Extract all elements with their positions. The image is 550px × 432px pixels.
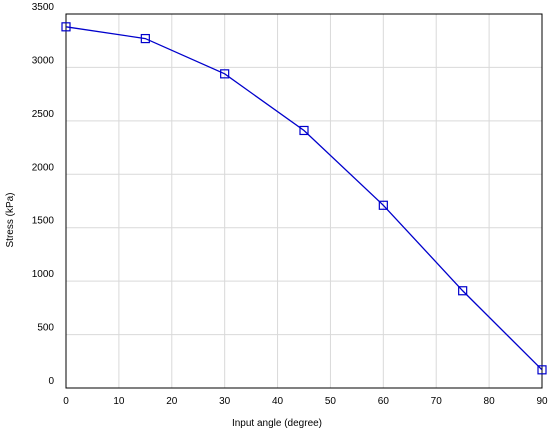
x-tick-label: 80: [484, 396, 496, 407]
data-point: [458, 286, 468, 296]
y-tick-label: 0: [48, 376, 54, 387]
series-line: [65, 26, 543, 371]
x-tick-label: 10: [113, 396, 125, 407]
x-tick-label: 60: [378, 396, 390, 407]
x-tick-label: 50: [325, 396, 337, 407]
x-tick-label: 0: [63, 396, 69, 407]
x-axis-label: Input angle (degree): [232, 418, 322, 429]
plot-frame: [65, 13, 543, 389]
data-point: [537, 365, 547, 375]
x-tick-label: 40: [272, 396, 284, 407]
x-tick-label: 30: [219, 396, 231, 407]
x-tick-label: 90: [536, 396, 548, 407]
y-tick-label: 2500: [32, 109, 55, 120]
data-point: [140, 33, 150, 44]
data-point: [220, 69, 230, 79]
y-tick-label: 1500: [32, 216, 55, 227]
y-tick-label: 2000: [32, 162, 55, 173]
y-axis-label: Stress (kPa): [5, 192, 16, 247]
data-point: [299, 125, 309, 136]
y-tick-label: 500: [37, 323, 54, 334]
data-point: [61, 22, 71, 32]
x-tick-label: 70: [431, 396, 443, 407]
y-tick-label: 1000: [32, 269, 55, 280]
data-point: [378, 200, 388, 210]
y-tick-label: 3000: [32, 55, 55, 66]
y-tick-label: 3500: [32, 2, 55, 13]
x-tick-label: 20: [166, 396, 178, 407]
